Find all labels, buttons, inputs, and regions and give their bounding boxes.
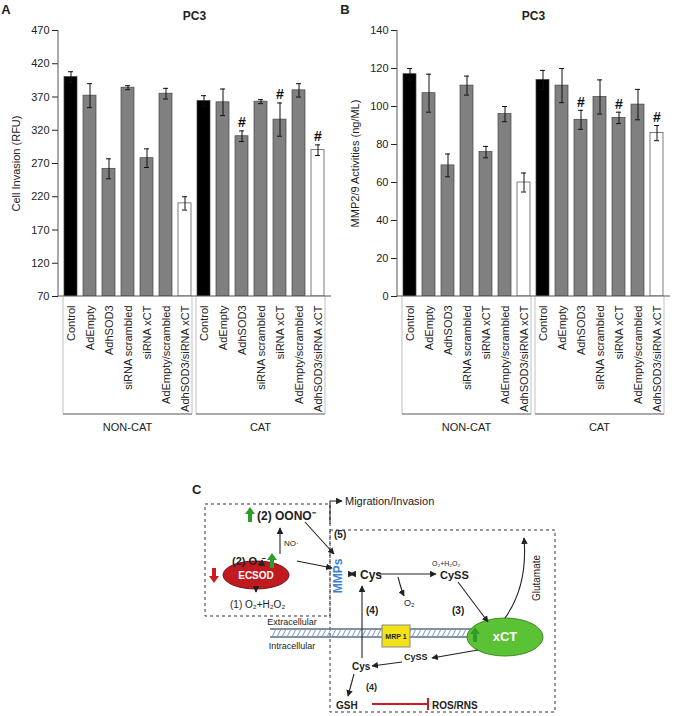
svg-text:320: 320 [31, 124, 49, 136]
svg-text:ROS/RNS: ROS/RNS [432, 700, 478, 711]
svg-text:60: 60 [376, 176, 388, 188]
svg-text:120: 120 [31, 257, 49, 269]
svg-text:(4): (4) [366, 682, 377, 692]
svg-text:(4): (4) [366, 605, 378, 616]
svg-text:Control: Control [198, 306, 210, 341]
svg-text:120: 120 [370, 62, 388, 74]
svg-text:AdhSOD3: AdhSOD3 [442, 306, 454, 356]
svg-text:(1) O₂+H₂O₂: (1) O₂+H₂O₂ [230, 599, 285, 610]
svg-text:Glutamate: Glutamate [531, 554, 542, 601]
svg-text:siRNA xCT: siRNA xCT [480, 305, 492, 359]
svg-text:Cys: Cys [360, 568, 382, 582]
svg-text:Control: Control [404, 306, 416, 341]
svg-text:siRNA xCT: siRNA xCT [141, 305, 153, 359]
svg-text:CySS: CySS [440, 569, 469, 581]
svg-text:#: # [276, 86, 284, 102]
svg-text:GSH: GSH [336, 700, 358, 711]
svg-text:AdEmpty/scrambled: AdEmpty/scrambled [160, 306, 172, 404]
svg-text:(2) OONO⁻: (2) OONO⁻ [257, 509, 316, 523]
svg-text:siRNA xCT: siRNA xCT [274, 305, 286, 359]
svg-text:#: # [577, 94, 585, 110]
svg-text:AdEmpty/scrambled: AdEmpty/scrambled [293, 306, 305, 404]
svg-text:70: 70 [37, 290, 49, 302]
svg-text:20: 20 [376, 252, 388, 264]
svg-text:#: # [314, 128, 322, 144]
svg-text:AdhSOD3/siRNA xCT: AdhSOD3/siRNA xCT [518, 305, 530, 412]
svg-text:AdEmpty: AdEmpty [423, 305, 435, 350]
svg-text:B: B [340, 2, 349, 17]
svg-text:Extracellular: Extracellular [267, 617, 317, 627]
svg-text:AdhSOD3: AdhSOD3 [575, 306, 587, 356]
svg-text:370: 370 [31, 91, 49, 103]
svg-text:270: 270 [31, 157, 49, 169]
svg-text:(5): (5) [334, 529, 346, 540]
svg-text:140: 140 [370, 24, 388, 36]
svg-text:80: 80 [376, 138, 388, 150]
svg-text:O₂+H₂O₂: O₂+H₂O₂ [432, 560, 460, 567]
svg-text:MRP 1: MRP 1 [385, 633, 406, 640]
svg-text:170: 170 [31, 224, 49, 236]
svg-text:A: A [1, 2, 11, 17]
svg-text:O₂: O₂ [404, 598, 415, 608]
svg-text:220: 220 [31, 190, 49, 202]
svg-text:40: 40 [376, 214, 388, 226]
svg-text:siRNA scrambled: siRNA scrambled [255, 306, 267, 390]
svg-text:#: # [615, 96, 623, 112]
svg-text:ECSOD: ECSOD [238, 570, 274, 581]
svg-text:C: C [192, 482, 202, 497]
svg-text:Cell Invasion (RFU): Cell Invasion (RFU) [10, 116, 22, 212]
svg-text:PC3: PC3 [183, 9, 207, 23]
svg-text:CySS: CySS [404, 652, 428, 662]
svg-text:Control: Control [65, 306, 77, 341]
svg-text:NON-CAT: NON-CAT [442, 421, 492, 433]
svg-text:MMPs: MMPs [331, 558, 345, 593]
svg-text:470: 470 [31, 24, 49, 36]
svg-text:(2) O₂⁻: (2) O₂⁻ [232, 555, 266, 567]
svg-text:AdhSOD3/siRNA xCT: AdhSOD3/siRNA xCT [312, 305, 324, 412]
svg-text:CAT: CAT [250, 421, 271, 433]
svg-text:xCT: xCT [493, 629, 518, 644]
svg-text:siRNA scrambled: siRNA scrambled [122, 306, 134, 390]
svg-text:NON-CAT: NON-CAT [103, 421, 153, 433]
svg-text:AdhSOD3: AdhSOD3 [103, 306, 115, 356]
svg-text:Cys: Cys [352, 661, 371, 672]
svg-text:MMP2/9 Activities (ng/ML): MMP2/9 Activities (ng/ML) [349, 100, 361, 228]
svg-text:0: 0 [382, 290, 388, 302]
svg-text:AdEmpty: AdEmpty [217, 305, 229, 350]
svg-text:AdEmpty/scrambled: AdEmpty/scrambled [499, 306, 511, 404]
svg-text:#: # [238, 114, 246, 130]
svg-text:AdhSOD3/siRNA xCT: AdhSOD3/siRNA xCT [651, 305, 663, 412]
svg-text:AdEmpty/scrambled: AdEmpty/scrambled [632, 306, 644, 404]
svg-text:siRNA scrambled: siRNA scrambled [594, 306, 606, 390]
svg-text:420: 420 [31, 57, 49, 69]
svg-text:AdEmpty: AdEmpty [84, 305, 96, 350]
svg-text:(3): (3) [452, 605, 464, 616]
svg-text:siRNA scrambled: siRNA scrambled [461, 306, 473, 390]
svg-text:Migration/Invasion: Migration/Invasion [345, 495, 434, 507]
svg-text:CAT: CAT [589, 421, 610, 433]
svg-text:100: 100 [370, 100, 388, 112]
svg-text:Control: Control [537, 306, 549, 341]
svg-text:AdhSOD3: AdhSOD3 [236, 306, 248, 356]
svg-text:siRNA xCT: siRNA xCT [613, 305, 625, 359]
svg-text:NO·: NO· [284, 539, 299, 548]
svg-text:Intracellular: Intracellular [269, 641, 316, 651]
svg-text:AdEmpty: AdEmpty [556, 305, 568, 350]
svg-text:AdhSOD3/siRNA xCT: AdhSOD3/siRNA xCT [179, 305, 191, 412]
svg-text:#: # [653, 109, 661, 125]
svg-text:PC3: PC3 [522, 9, 546, 23]
